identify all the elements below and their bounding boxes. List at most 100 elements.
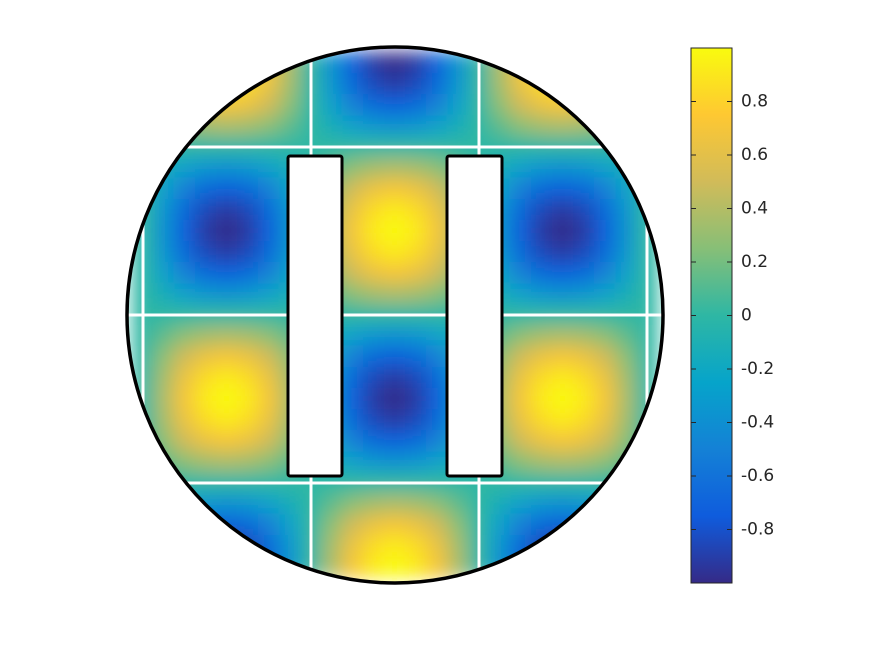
field-cell bbox=[615, 346, 637, 368]
field-cell bbox=[594, 325, 616, 347]
field-cell bbox=[384, 94, 406, 116]
field-cell bbox=[573, 325, 595, 347]
field-cell bbox=[573, 94, 595, 116]
field-cell bbox=[237, 556, 259, 578]
field-cell bbox=[405, 283, 427, 305]
field-cell bbox=[426, 220, 448, 242]
field-cell bbox=[384, 262, 406, 284]
colorbar-tick-label: -0.4 bbox=[741, 413, 774, 433]
field-cell bbox=[216, 388, 238, 410]
field-cell bbox=[153, 52, 175, 74]
field-cell bbox=[510, 115, 532, 137]
field-cell bbox=[573, 367, 595, 389]
field-cell bbox=[573, 157, 595, 179]
field-cell bbox=[510, 178, 532, 200]
field-cell bbox=[216, 367, 238, 389]
field-cell bbox=[510, 94, 532, 116]
field-cell bbox=[552, 73, 574, 95]
field-cell bbox=[258, 430, 280, 452]
field-cell bbox=[132, 157, 154, 179]
field-cell bbox=[195, 220, 217, 242]
field-cell bbox=[426, 73, 448, 95]
field-cell bbox=[531, 367, 553, 389]
field-cell bbox=[636, 535, 658, 557]
field-cell bbox=[405, 157, 427, 179]
field-cell bbox=[174, 346, 196, 368]
field-cell bbox=[615, 220, 637, 242]
field-cell bbox=[384, 199, 406, 221]
field-cell bbox=[342, 556, 364, 578]
field-cell bbox=[195, 241, 217, 263]
field-cell bbox=[615, 136, 637, 158]
field-cell bbox=[510, 262, 532, 284]
field-cell bbox=[342, 178, 364, 200]
field-cell bbox=[426, 367, 448, 389]
field-cell bbox=[594, 73, 616, 95]
field-cell bbox=[342, 535, 364, 557]
field-cell bbox=[573, 409, 595, 431]
field-cell bbox=[552, 367, 574, 389]
field-cell bbox=[384, 241, 406, 263]
field-cell bbox=[426, 241, 448, 263]
field-cell bbox=[573, 52, 595, 74]
field-cell bbox=[405, 514, 427, 536]
field-cell bbox=[174, 451, 196, 473]
field-cell bbox=[552, 262, 574, 284]
field-cell bbox=[342, 451, 364, 473]
field-cell bbox=[195, 451, 217, 473]
field-cell bbox=[594, 535, 616, 557]
field-cell bbox=[363, 262, 385, 284]
field-cell bbox=[426, 94, 448, 116]
field-cell bbox=[384, 451, 406, 473]
field-cell bbox=[594, 409, 616, 431]
field-cell bbox=[447, 73, 469, 95]
field-cell bbox=[195, 514, 217, 536]
field-cell bbox=[153, 535, 175, 557]
field-cell bbox=[216, 157, 238, 179]
colorbar-tick-label: -0.6 bbox=[741, 466, 774, 486]
field-cell bbox=[153, 514, 175, 536]
field-cell bbox=[384, 514, 406, 536]
field-cell bbox=[405, 241, 427, 263]
field-cell bbox=[531, 241, 553, 263]
field-cell bbox=[594, 346, 616, 368]
field-cell bbox=[573, 199, 595, 221]
field-cell bbox=[237, 367, 259, 389]
field-cell bbox=[510, 52, 532, 74]
field-cell bbox=[237, 157, 259, 179]
field-cell bbox=[384, 430, 406, 452]
field-cell bbox=[174, 52, 196, 74]
field-cell bbox=[636, 493, 658, 515]
field-cell bbox=[573, 451, 595, 473]
field-cell bbox=[174, 367, 196, 389]
field-cell bbox=[279, 73, 301, 95]
field-cell bbox=[363, 199, 385, 221]
field-cell bbox=[237, 493, 259, 515]
field-cell bbox=[216, 451, 238, 473]
field-cell bbox=[531, 493, 553, 515]
field-cell bbox=[216, 199, 238, 221]
field-cell bbox=[615, 199, 637, 221]
field-cell bbox=[237, 430, 259, 452]
field-cell bbox=[342, 346, 364, 368]
field-cell bbox=[342, 409, 364, 431]
field-cell bbox=[426, 115, 448, 137]
field-cell bbox=[174, 94, 196, 116]
field-cell bbox=[132, 514, 154, 536]
field-cell bbox=[384, 220, 406, 242]
field-cell bbox=[510, 451, 532, 473]
field-cell bbox=[405, 52, 427, 74]
field-cell bbox=[489, 535, 511, 557]
field-cell bbox=[594, 556, 616, 578]
field-cell bbox=[258, 388, 280, 410]
field-cell bbox=[405, 94, 427, 116]
field-cell bbox=[237, 451, 259, 473]
field-cell bbox=[363, 325, 385, 347]
field-cell bbox=[510, 388, 532, 410]
field-cell bbox=[216, 241, 238, 263]
field-cell bbox=[510, 283, 532, 305]
field-cell bbox=[153, 325, 175, 347]
field-cell bbox=[594, 388, 616, 410]
field-cell bbox=[636, 451, 658, 473]
